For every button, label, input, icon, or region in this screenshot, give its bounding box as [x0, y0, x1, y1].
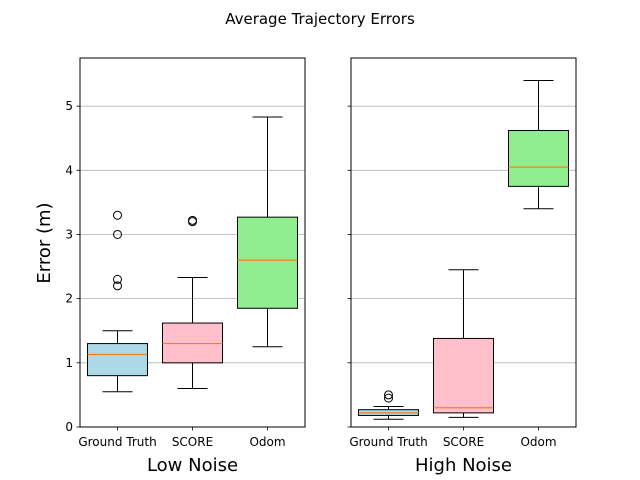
x-tick-label-ground-truth: Ground Truth [349, 435, 427, 449]
x-tick-label-ground-truth: Ground Truth [78, 435, 156, 449]
x-tick-label-score: SCORE [172, 435, 213, 449]
x-tick-label-score: SCORE [443, 435, 484, 449]
outlier-point-ground-truth [113, 281, 122, 291]
y-tick-label: 2 [65, 292, 73, 306]
axes-frame-high-noise [350, 57, 577, 428]
y-tick-label: 4 [65, 163, 73, 177]
figure-title: Average Trajectory Errors [225, 10, 415, 28]
outlier-point-ground-truth [113, 229, 122, 239]
box-high-noise-odom [508, 130, 569, 187]
y-tick-label: 5 [65, 99, 73, 113]
box-low-noise-odom [237, 216, 298, 309]
panel-high-noise: Ground Truth SCORE Odom High Noise [347, 57, 577, 476]
x-axis-label-low-noise: Low Noise [147, 455, 238, 476]
y-axis-label: Error (m) [34, 202, 55, 283]
panel-low-noise: 0 1 2 3 4 5 Ground Truth SCORE Odom Low Noise [65, 57, 306, 476]
outlier-point-ground-truth [384, 393, 393, 403]
outlier-point-ground-truth [384, 390, 393, 400]
x-axis-label-high-noise: High Noise [415, 455, 512, 476]
x-tick-label-odom: Odom [520, 435, 556, 449]
x-tick-label-odom: Odom [249, 435, 285, 449]
box-low-noise-score [162, 322, 223, 364]
y-tick-label: 1 [65, 356, 73, 370]
y-tick-label: 0 [65, 420, 73, 434]
y-tick-label: 3 [65, 227, 73, 241]
box-low-noise-ground-truth [87, 343, 148, 377]
axes-frame-low-noise [79, 57, 306, 428]
outlier-point-ground-truth [113, 210, 122, 220]
outlier-point-ground-truth [113, 274, 122, 284]
outlier-point-score [188, 215, 197, 225]
box-high-noise-score [433, 337, 494, 414]
